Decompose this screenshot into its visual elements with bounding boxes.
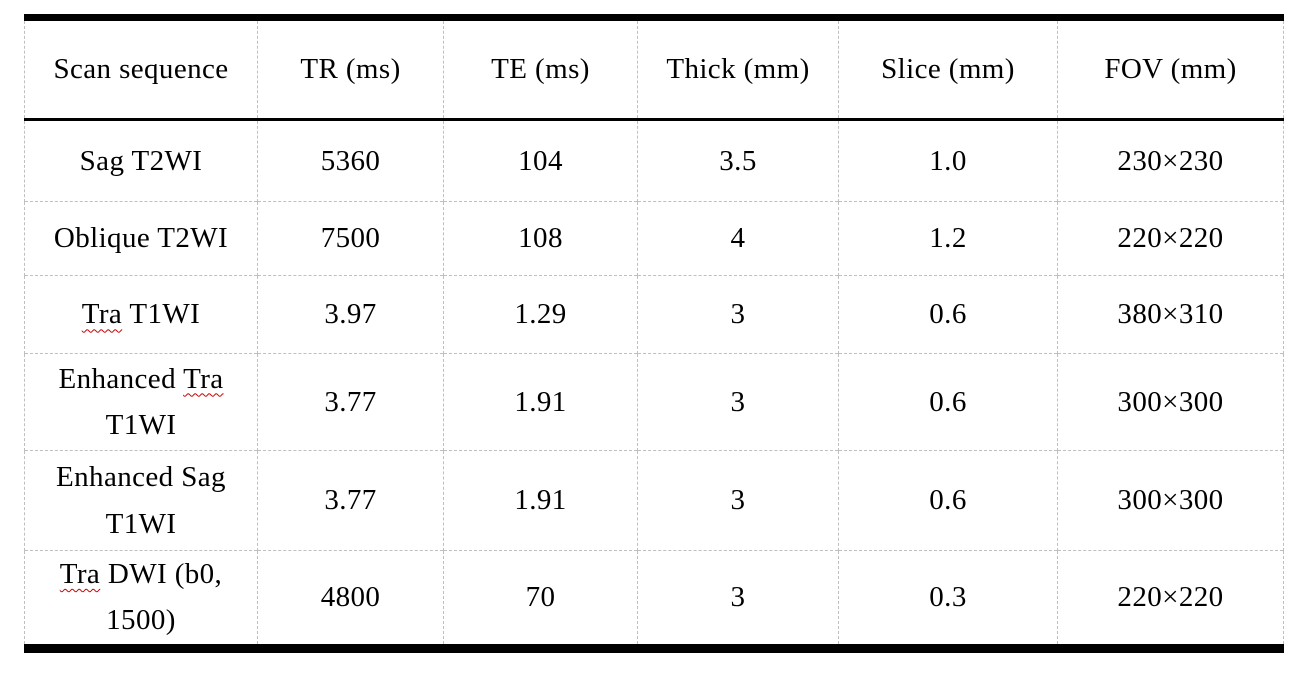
thick-cell: 4 <box>637 201 839 276</box>
fov-cell: 300×300 <box>1057 450 1284 551</box>
thick-cell: 3 <box>637 275 839 354</box>
scan-sequence-text: Enhanced Sag T1WI <box>56 461 226 540</box>
table-header-row: Scan sequence TR (ms) TE (ms) Thick (mm) Sli… <box>24 17 1284 121</box>
scan-sequence-text: DWI (b0, 1500) <box>106 558 223 637</box>
scan-sequence-cell: Enhanced Sag T1WI <box>24 450 258 551</box>
table-row: Oblique T2WI 7500 108 4 1.2 220×220 <box>24 201 1284 276</box>
column-header-tr-ms: TR (ms) <box>257 17 444 121</box>
table-row: Tra DWI (b0, 1500) 4800 70 3 0.3 220×220 <box>24 550 1284 649</box>
scan-sequence-cell: Enhanced Tra T1WI <box>24 353 258 451</box>
fov-cell: 220×220 <box>1057 550 1284 649</box>
misspelled-word: Tra <box>81 298 123 331</box>
te-cell: 1.29 <box>443 275 638 354</box>
fov-cell: 220×220 <box>1057 201 1284 276</box>
scan-parameters-table: Scan sequence TR (ms) TE (ms) Thick (mm) Sli… <box>24 14 1284 653</box>
table-row: Enhanced Tra T1WI 3.77 1.91 3 0.6 300×300 <box>24 353 1284 451</box>
column-header-thick-mm: Thick (mm) <box>637 17 839 121</box>
slice-cell: 0.6 <box>838 353 1058 451</box>
thick-cell: 3 <box>637 353 839 451</box>
scan-sequence-cell: Oblique T2WI <box>24 201 258 276</box>
slice-cell: 1.2 <box>838 201 1058 276</box>
scan-sequence-cell: Tra T1WI <box>24 275 258 354</box>
te-cell: 70 <box>443 550 638 649</box>
column-header-scan-sequence: Scan sequence <box>24 17 258 121</box>
scan-sequence-text: T1WI <box>122 298 201 331</box>
table-header: Scan sequence TR (ms) TE (ms) Thick (mm) Sli… <box>24 17 1284 121</box>
fov-cell: 230×230 <box>1057 119 1284 202</box>
column-header-te-ms: TE (ms) <box>443 17 638 121</box>
column-header-slice-mm: Slice (mm) <box>838 17 1058 121</box>
te-cell: 1.91 <box>443 450 638 551</box>
scan-sequence-text: Enhanced <box>58 362 184 395</box>
slice-cell: 0.6 <box>838 275 1058 354</box>
misspelled-word: Tra <box>183 362 224 395</box>
te-cell: 1.91 <box>443 353 638 451</box>
tr-cell: 5360 <box>257 119 444 202</box>
table-body: Sag T2WI 5360 104 3.5 1.0 230×230 Oblique T2WI… <box>24 119 1284 649</box>
thick-cell: 3.5 <box>637 119 839 202</box>
te-cell: 108 <box>443 201 638 276</box>
scan-sequence-text: Oblique T2WI <box>53 222 229 255</box>
scan-sequence-text: T1WI <box>105 409 177 441</box>
misspelled-word: Tra <box>59 558 101 590</box>
thick-cell: 3 <box>637 450 839 551</box>
slice-cell: 0.3 <box>838 550 1058 649</box>
tr-cell: 3.77 <box>257 450 444 551</box>
tr-cell: 7500 <box>257 201 444 276</box>
tr-cell: 4800 <box>257 550 444 649</box>
slice-cell: 1.0 <box>838 119 1058 202</box>
fov-cell: 300×300 <box>1057 353 1284 451</box>
scan-sequence-cell: Sag T2WI <box>24 119 258 202</box>
table-row: Tra T1WI 3.97 1.29 3 0.6 380×310 <box>24 275 1284 354</box>
fov-cell: 380×310 <box>1057 275 1284 354</box>
slice-cell: 0.6 <box>838 450 1058 551</box>
tr-cell: 3.97 <box>257 275 444 354</box>
tr-cell: 3.77 <box>257 353 444 451</box>
scan-sequence-cell: Tra DWI (b0, 1500) <box>24 550 258 649</box>
table-row: Enhanced Sag T1WI 3.77 1.91 3 0.6 300×300 <box>24 450 1284 551</box>
column-header-fov-mm: FOV (mm) <box>1057 17 1284 121</box>
thick-cell: 3 <box>637 550 839 649</box>
scan-sequence-text: Sag T2WI <box>79 144 203 177</box>
table-row: Sag T2WI 5360 104 3.5 1.0 230×230 <box>24 119 1284 202</box>
te-cell: 104 <box>443 119 638 202</box>
